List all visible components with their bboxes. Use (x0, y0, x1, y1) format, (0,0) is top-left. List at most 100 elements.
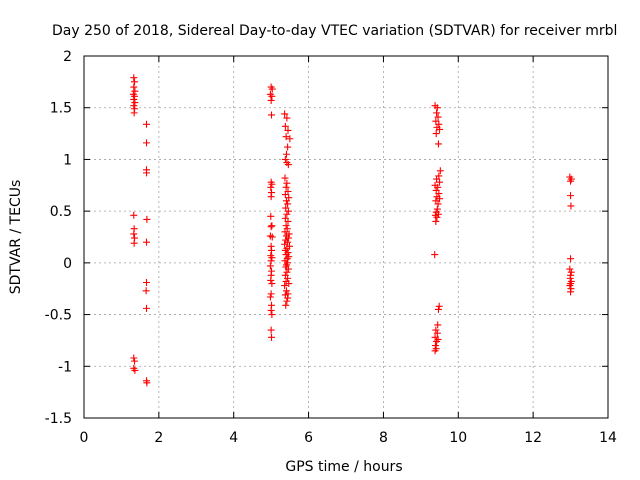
data-point (286, 135, 294, 143)
x-tick-label: 0 (80, 430, 89, 446)
data-point (434, 321, 442, 329)
y-tick-label: -1 (58, 359, 72, 375)
data-point (434, 200, 442, 208)
data-point (284, 294, 292, 302)
data-point (130, 354, 138, 362)
data-point (435, 302, 443, 310)
data-point (284, 217, 292, 225)
data-point (433, 104, 441, 112)
data-point (143, 238, 151, 246)
data-point (282, 150, 290, 158)
x-tick-label: 14 (599, 430, 617, 446)
data-point (433, 109, 441, 117)
y-tick-label: 0 (63, 256, 72, 272)
data-point (267, 306, 275, 314)
data-point (436, 125, 444, 133)
data-point (130, 74, 138, 82)
chart-title: Day 250 of 2018, Sidereal Day-to-day VTE… (52, 23, 617, 39)
data-point (282, 222, 290, 230)
y-tick-label: 0.5 (50, 204, 72, 220)
x-tick-label: 10 (449, 430, 467, 446)
data-point (566, 265, 574, 273)
data-point (268, 254, 276, 262)
data-point (130, 211, 138, 219)
data-point (267, 96, 275, 104)
data-point (131, 92, 139, 100)
data-point (130, 230, 138, 238)
data-point (283, 210, 291, 218)
data-point (281, 228, 289, 236)
y-tick-label: 2 (63, 49, 72, 65)
data-point (131, 78, 139, 86)
data-point (130, 102, 138, 110)
plot-frame (83, 55, 609, 419)
data-point (143, 379, 151, 387)
data-point (281, 155, 289, 163)
data-point (567, 202, 575, 210)
data-point (284, 161, 292, 169)
data-point (143, 120, 151, 128)
data-point (434, 183, 442, 191)
data-point (268, 233, 276, 241)
data-point (267, 257, 275, 265)
data-point (567, 192, 575, 200)
data-point (267, 223, 275, 231)
data-point (284, 126, 292, 134)
y-tick-label: 1 (63, 152, 72, 168)
data-point (267, 183, 275, 191)
y-axis-label: SDTVAR / TECUs (8, 180, 24, 295)
x-tick-labels: 0 2 4 6 8 10 12 14 (80, 430, 617, 446)
data-point (436, 167, 444, 175)
data-point (567, 288, 575, 296)
data-point (284, 200, 292, 208)
x-tick-label: 4 (229, 430, 238, 446)
data-point (267, 290, 275, 298)
data-point (433, 337, 441, 345)
data-point (267, 193, 275, 201)
data-point (283, 268, 291, 276)
data-point (284, 207, 292, 215)
data-point (281, 122, 289, 130)
data-point (143, 279, 151, 287)
data-point (566, 282, 574, 290)
data-point (567, 255, 575, 263)
data-point (142, 287, 150, 295)
x-tick-label: 8 (379, 430, 388, 446)
data-point (131, 366, 139, 374)
data-point (267, 326, 275, 334)
data-point (283, 297, 291, 305)
data-point (431, 347, 439, 355)
data-point (130, 95, 138, 103)
axis-ticks (83, 55, 609, 419)
data-point (268, 180, 276, 188)
data-point (266, 293, 274, 301)
data-point (433, 213, 441, 221)
data-point (268, 85, 276, 93)
data-point (131, 357, 139, 365)
data-point (434, 113, 442, 121)
data-point (433, 205, 441, 213)
x-tick-label: 6 (304, 430, 313, 446)
data-point (143, 139, 151, 147)
data-point (268, 222, 276, 230)
data-point (285, 280, 293, 288)
data-point (130, 109, 138, 117)
data-point (432, 326, 440, 334)
data-point (268, 246, 276, 254)
data-point (436, 195, 444, 203)
data-point (282, 287, 290, 295)
data-point (433, 175, 441, 183)
data-point (434, 210, 442, 218)
data-point (268, 333, 276, 341)
data-point (281, 110, 289, 118)
data-point (284, 143, 292, 151)
data-point (283, 114, 291, 122)
data-point (431, 251, 439, 259)
data-point (267, 276, 275, 284)
x-tick-label: 12 (524, 430, 542, 446)
data-point (281, 174, 289, 182)
y-tick-label: 1.5 (50, 101, 72, 117)
data-point (432, 117, 440, 125)
data-point (143, 215, 151, 223)
data-point (432, 217, 440, 225)
